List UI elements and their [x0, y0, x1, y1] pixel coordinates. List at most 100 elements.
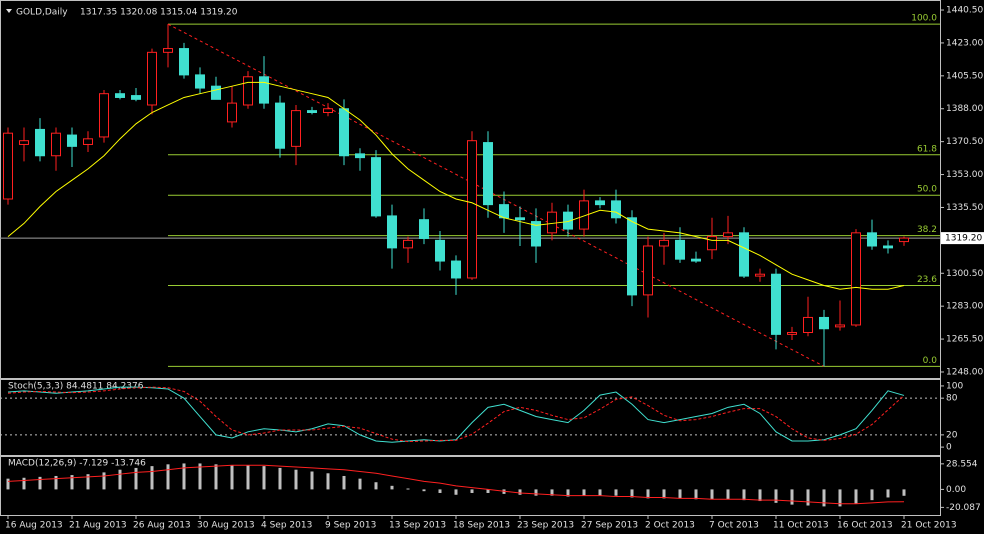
moving-average [7, 81, 905, 290]
macd-bar [454, 489, 458, 495]
x-tick-label: 16 Oct 2013 [837, 521, 893, 531]
menu-arrow[interactable] [6, 9, 12, 13]
candle-body [339, 108, 349, 157]
candle-body [563, 211, 573, 230]
macd-bar [854, 489, 858, 504]
last-price-label: 1319.20 [945, 234, 982, 244]
candle-body [371, 157, 381, 217]
fib-label: 0.0 [923, 356, 938, 366]
macd-bar [278, 467, 282, 490]
x-tick-label: 30 Aug 2013 [197, 521, 255, 531]
candle-body [67, 134, 77, 147]
macd-bar [902, 489, 906, 496]
x-tick-label: 18 Sep 2013 [453, 521, 510, 531]
candle-body [147, 51, 157, 106]
stoch-line [7, 386, 905, 443]
candle-body [483, 142, 493, 206]
candle-body [531, 221, 541, 247]
x-tick-label: 16 Aug 2013 [5, 521, 63, 531]
ohlc-text: 1317.35 1320.08 1315.04 1319.20 [80, 8, 238, 18]
fib-label: 23.6 [917, 275, 937, 285]
candle-body [355, 153, 365, 159]
fib-label: 61.8 [917, 144, 937, 154]
macd-bar [198, 463, 202, 490]
macd-bar [582, 489, 586, 496]
candle-body [883, 245, 893, 249]
candle-body [691, 258, 701, 262]
macd-bar [662, 489, 666, 499]
macd-bar [518, 489, 522, 495]
macd-bar [326, 473, 330, 490]
macd-bar [70, 475, 74, 490]
main-panel [0, 0, 941, 379]
x-tick-label: 9 Sep 2013 [325, 521, 376, 531]
macd-bar [182, 463, 186, 490]
candle-body [803, 316, 813, 333]
stoch-title: Stoch(5,3,3) 84.4811 84.2376 [8, 382, 144, 392]
y-tick-label: 1353.00 [946, 170, 983, 180]
macd-bar [422, 489, 426, 492]
candle-body [435, 239, 445, 262]
candle-body [451, 260, 461, 279]
candle-body [115, 93, 125, 98]
candle-body [323, 108, 333, 114]
signal-line [7, 464, 905, 505]
y-tick-label: 1265.50 [946, 335, 983, 345]
x-tick-label: 11 Oct 2013 [773, 521, 829, 531]
macd-bar [406, 488, 410, 490]
stoch-panel [0, 379, 941, 456]
macd-bar [6, 478, 10, 490]
macd-bar [486, 489, 490, 493]
x-tick-label: 27 Sep 2013 [581, 521, 638, 531]
fib-label: 38.2 [917, 225, 937, 235]
macd-bar [342, 475, 346, 490]
macd-bar [358, 478, 362, 490]
fib-label: 100.0 [911, 14, 937, 24]
stoch-line [7, 386, 905, 443]
fib-label: 50.0 [917, 185, 937, 195]
macd-bar [374, 482, 378, 490]
y-tick-label: 1388.00 [946, 104, 983, 114]
macd-bar [886, 489, 890, 498]
y-tick-label: 0 [946, 443, 952, 453]
candle-body [739, 232, 749, 277]
candle-body [35, 128, 45, 157]
macd-panel [0, 456, 941, 516]
x-tick-label: 26 Aug 2013 [133, 521, 191, 531]
y-tick-label: 0.00 [946, 485, 966, 495]
candle-body [643, 245, 653, 296]
macd-bar [246, 465, 250, 490]
y-tick-label: 1370.50 [946, 137, 983, 147]
y-tick-label: 1335.50 [946, 203, 983, 213]
macd-bar [118, 469, 122, 490]
macd-bar [54, 475, 58, 490]
candle-body [3, 132, 13, 200]
macd-bar [470, 489, 474, 493]
candle-body [83, 138, 93, 145]
x-tick-label: 21 Aug 2013 [69, 521, 127, 531]
x-tick-label: 13 Sep 2013 [389, 521, 446, 531]
candle-body [387, 215, 397, 249]
candle-body [723, 232, 733, 238]
candle-body [179, 48, 189, 76]
macd-bar [102, 472, 106, 490]
candle-body [627, 217, 637, 296]
y-tick-label: 20 [946, 430, 958, 440]
x-tick-label: 23 Sep 2013 [517, 521, 574, 531]
macd-bar [822, 489, 826, 507]
candle-body [99, 93, 109, 138]
y-tick-label: 1423.00 [946, 38, 983, 48]
candle-body [19, 140, 29, 145]
macd-bar [726, 489, 730, 500]
macd-bar [230, 465, 234, 490]
macd-bar [646, 489, 650, 499]
candle-body [307, 110, 317, 114]
x-tick-label: 21 Oct 2013 [901, 521, 957, 531]
candle-body [195, 74, 205, 89]
candle-body [867, 232, 877, 247]
candle-body [131, 95, 141, 100]
macd-bar [534, 489, 538, 496]
candle-body [275, 102, 285, 149]
